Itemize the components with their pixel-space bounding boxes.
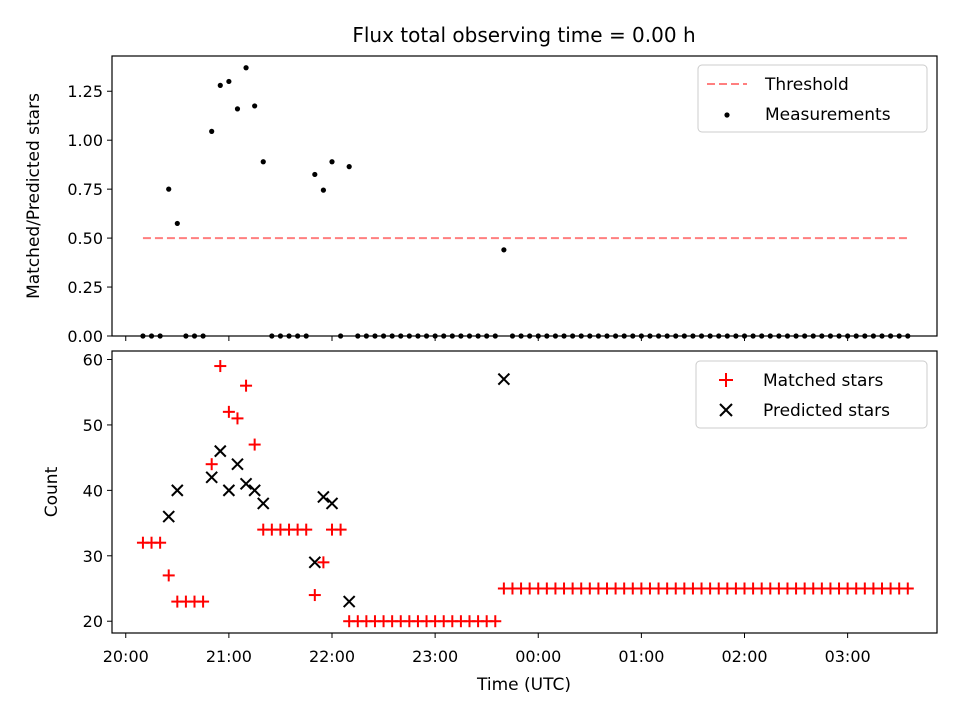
bottom-panel-legend: Matched stars Predicted stars [695,360,928,429]
predicted-star-point [342,595,356,608]
top-panel-frame [111,55,938,337]
matched-star-point [162,569,175,582]
matched-star-point [489,615,502,628]
measurement-point [243,65,249,71]
top-ytick-label: 1.00 [67,131,103,150]
measurement-point [312,171,318,178]
measurement-point [217,82,223,88]
matched-star-point [154,536,167,549]
bottom-panel-frame [111,350,938,634]
measurement-point [174,220,180,227]
predicted-star-stroke-b [317,490,330,504]
matched-star-point [308,589,321,602]
bottom-legend-predicted-swatch [719,403,733,417]
measurement-point [166,186,172,192]
matched-star-point [222,405,235,418]
bottom-panel: 20 30 40 50 60 20:00 21:00 22:00 23:00 00:00 01:00… [42,350,938,695]
bottom-xtick-label: 00:00 [515,647,561,666]
top-panel-marks: 0.00 0.25 0.50 0.75 1.00 1.25 [67,65,911,346]
predicted-star-point [497,372,511,386]
predicted-star-stroke-b [214,444,227,458]
predicted-star-stroke-b [239,477,253,491]
matched-star-point [901,582,914,595]
predicted-star-stroke-b [162,510,175,523]
top-ytick-label: 0.50 [67,229,103,248]
measurement-point [329,159,335,165]
bottom-legend-predicted-label: Predicted stars [763,401,890,421]
measurement-point [320,187,327,193]
matched-star-point [240,379,253,392]
predicted-star-point [248,484,261,497]
predicted-star-stroke-b [342,595,356,608]
top-ytick-label: 0.00 [67,327,103,346]
bottom-xtick-label: 20:00 [103,647,149,666]
bottom-ytick-label: 60 [83,351,103,370]
top-panel-legend: Threshold Measurements [697,64,928,133]
bottom-xtick-label: 01:00 [618,647,664,666]
predicted-star-point [205,471,218,484]
top-legend-box [697,64,928,133]
matched-star-point [300,523,313,536]
measurement-point [346,164,352,170]
predicted-star-stroke-b [171,484,184,497]
predicted-star-point [162,510,175,523]
predicted-star-stroke-b [248,484,261,497]
predicted-star-stroke-b [308,556,322,569]
top-panel-title: Flux total observing time = 0.00 h [352,23,695,47]
bottom-ytick-label: 20 [83,612,103,631]
predicted-star-stroke-b [231,457,244,471]
predicted-star-point [317,490,330,504]
measurement-point [226,78,232,85]
matched-star-point [317,556,330,569]
matched-star-point [334,523,347,536]
bottom-panel-ylabel: Count [42,466,62,517]
predicted-star-stroke-b [257,497,270,510]
bottom-xtick-label: 03:00 [825,647,871,666]
measurement-point [234,106,241,112]
measurement-point [501,247,507,253]
predicted-star-stroke-b [222,484,236,497]
predicted-star-point [214,444,227,458]
predicted-star-point [325,497,339,510]
top-ytick-label: 0.25 [67,278,103,297]
predicted-star-point [231,457,244,471]
predicted-star-point [257,497,270,510]
bottom-ytick-label: 50 [83,416,103,435]
measurement-point [252,103,258,109]
predicted-star-point [239,477,253,491]
bottom-ytick-label: 30 [83,547,103,566]
bottom-ytick-label: 40 [83,481,103,500]
bottom-panel-xlabel: Time (UTC) [476,675,571,695]
bottom-xtick-label: 22:00 [309,647,355,666]
top-legend-threshold-label: Threshold [764,75,849,95]
matched-star-point [248,438,261,451]
bottom-legend-box [695,360,928,429]
matched-star-point [214,360,227,373]
top-panel-ylabel: Matched/Predicted stars [24,93,44,299]
bottom-xtick-label: 21:00 [206,647,252,666]
bottom-legend-matched-swatch [719,373,733,387]
top-ytick-label: 1.25 [67,82,103,101]
bottom-xtick-label: 23:00 [412,647,458,666]
measurement-point [209,128,215,134]
bottom-legend-matched-label: Matched stars [763,371,883,391]
predicted-star-point [171,484,184,497]
predicted-star-stroke-b [205,471,218,484]
matched-star-point [231,412,244,425]
bottom-panel-marks: 20 30 40 50 60 20:00 21:00 22:00 23:00 00:00 01:00… [83,351,914,666]
predicted-star-stroke-b [497,372,511,386]
matched-star-point [205,458,218,471]
measurement-point [260,159,266,165]
bottom-xtick-label: 02:00 [721,647,767,666]
top-panel: Flux total observing time = 0.00 h 0.000… [24,23,938,346]
top-legend-measurements-swatch [724,112,730,118]
predicted-star-point [308,556,322,569]
top-legend-measurements-label: Measurements [765,105,891,125]
predicted-star-point [222,484,236,497]
matched-star-point [197,595,210,608]
top-ytick-label: 0.75 [67,180,103,199]
predicted-star-stroke-b [325,497,339,510]
